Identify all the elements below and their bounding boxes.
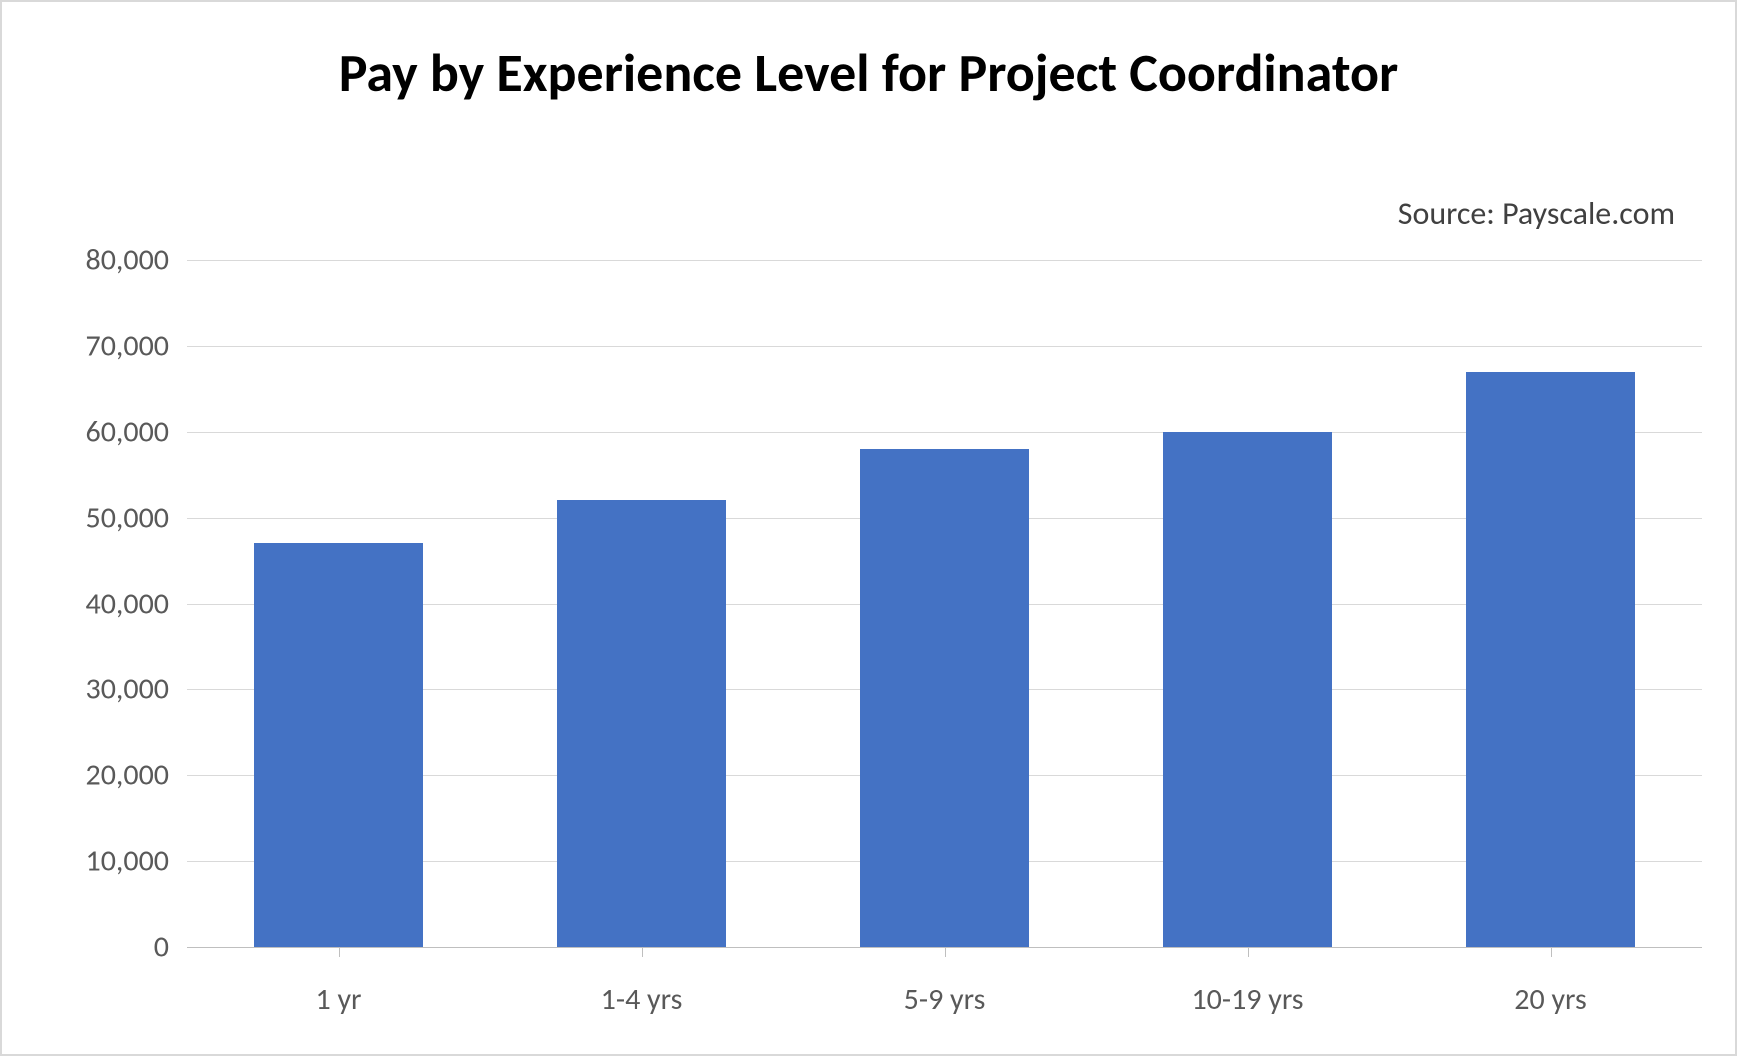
bar (1163, 432, 1333, 947)
y-tick-label: 0 (154, 929, 187, 966)
x-tick-label: 1 yr (315, 947, 361, 1018)
x-tick-label: 5-9 yrs (904, 947, 986, 1018)
y-tick-label: 30,000 (85, 671, 187, 708)
x-tick-label: 10-19 yrs (1191, 947, 1303, 1018)
plot-area: 010,00020,00030,00040,00050,00060,00070,… (187, 260, 1702, 947)
bar (1466, 372, 1636, 947)
y-tick-label: 20,000 (85, 757, 187, 794)
x-tick-label: 1-4 yrs (601, 947, 683, 1018)
y-tick-label: 10,000 (85, 843, 187, 880)
chart-title: Pay by Experience Level for Project Coor… (169, 42, 1569, 104)
bar-slot: 5-9 yrs (793, 260, 1096, 947)
y-tick-label: 80,000 (85, 242, 187, 279)
y-tick-label: 70,000 (85, 327, 187, 364)
y-tick-label: 60,000 (85, 413, 187, 450)
bar-slot: 20 yrs (1399, 260, 1702, 947)
chart-container: Pay by Experience Level for Project Coor… (0, 0, 1737, 1056)
bar-slot: 1 yr (187, 260, 490, 947)
x-tick-label: 20 yrs (1514, 947, 1586, 1018)
bar (860, 449, 1030, 947)
bars-layer: 1 yr1-4 yrs5-9 yrs10-19 yrs20 yrs (187, 260, 1702, 947)
y-tick-label: 40,000 (85, 585, 187, 622)
bar-slot: 10-19 yrs (1096, 260, 1399, 947)
y-tick-label: 50,000 (85, 499, 187, 536)
bar (557, 500, 727, 947)
source-label: Source: Payscale.com (1398, 194, 1675, 233)
bar-slot: 1-4 yrs (490, 260, 793, 947)
bar (254, 543, 424, 947)
